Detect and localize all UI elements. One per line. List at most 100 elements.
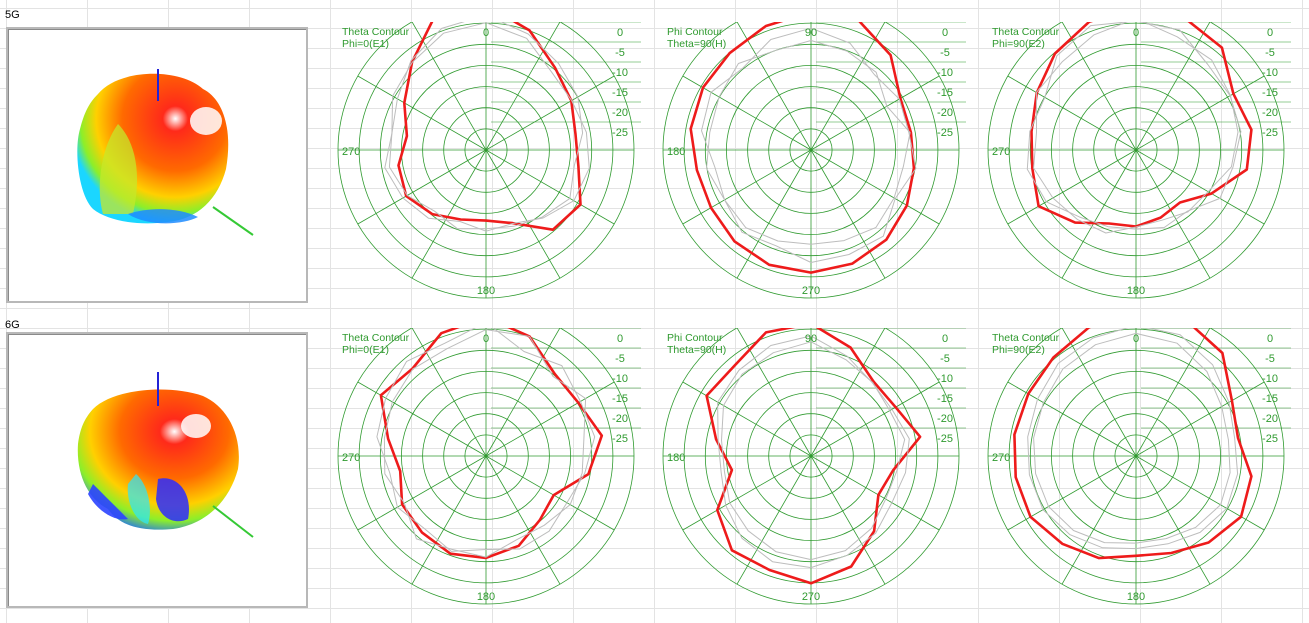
contour-series-main xyxy=(379,328,604,560)
polar-spoke xyxy=(485,455,615,531)
radial-tick-label: 0 xyxy=(942,333,948,345)
polar-chart-6g-phi-theta90: Phi ContourTheta=90(H)9018027050-5-10-15… xyxy=(662,328,966,605)
angle-label-left: 270 xyxy=(992,146,1010,158)
polar-spoke xyxy=(411,455,487,585)
polar-chart-6g-theta-phi90: Theta ContourPhi=90(E2)027018050-5-10-15… xyxy=(987,328,1291,605)
polar-spoke xyxy=(736,455,812,585)
radial-tick-label: -15 xyxy=(937,87,953,99)
chart-subtitle: Phi=90(E2) xyxy=(992,344,1045,356)
contour-series-other xyxy=(383,329,587,558)
polar-spoke xyxy=(1061,149,1137,279)
polar-spoke xyxy=(485,149,615,225)
chart-subtitle: Phi=0(E1) xyxy=(342,344,389,356)
pattern-3d-thumbnail-5g[interactable] xyxy=(6,27,308,303)
3d-radiation-pattern-icon xyxy=(77,372,254,538)
radial-tick-label: -25 xyxy=(612,433,628,445)
radial-tick-label: -15 xyxy=(612,87,628,99)
contour-series-other xyxy=(1026,22,1242,230)
radial-tick-label: -25 xyxy=(1262,433,1278,445)
radial-tick-label: -10 xyxy=(612,373,628,385)
radial-tick-label: 0 xyxy=(1267,27,1273,39)
contour-series-other xyxy=(384,22,590,232)
polar-spoke xyxy=(1007,75,1137,151)
chart-title: Phi Contour xyxy=(667,332,723,344)
radial-tick-label: -20 xyxy=(1262,413,1278,425)
angle-label-left: 270 xyxy=(342,452,360,464)
polar-spoke xyxy=(736,22,812,151)
angle-label-top: 90 xyxy=(805,27,817,39)
polar-spoke xyxy=(1135,75,1265,151)
polar-spoke xyxy=(1135,149,1265,225)
polar-spoke xyxy=(357,381,487,457)
angle-label-bottom: 180 xyxy=(1127,285,1145,297)
polar-spoke xyxy=(810,328,886,457)
polar-spoke xyxy=(1061,328,1137,457)
angle-label-top: 0 xyxy=(1133,333,1139,345)
polar-spoke xyxy=(810,149,886,279)
polar-chart-5g-theta-phi0: Theta ContourPhi=0(E1)027018050-5-10-15-… xyxy=(337,22,641,299)
polar-spoke xyxy=(736,149,812,279)
radial-tick-label: -25 xyxy=(612,127,628,139)
polar-spoke xyxy=(485,149,561,279)
radial-tick-label: -15 xyxy=(937,393,953,405)
angle-label-top: 0 xyxy=(483,27,489,39)
radial-tick-label: -20 xyxy=(1262,107,1278,119)
radial-tick-label: -20 xyxy=(937,413,953,425)
polar-spoke xyxy=(1135,22,1211,151)
radial-tick-label: -10 xyxy=(937,67,953,79)
radial-tick-label: -5 xyxy=(1265,353,1275,365)
angle-label-left: 180 xyxy=(667,452,685,464)
chart-subtitle: Theta=90(H) xyxy=(667,38,726,50)
chart-title: Theta Contour xyxy=(992,26,1060,38)
radial-tick-label: -25 xyxy=(1262,127,1278,139)
polar-spoke xyxy=(411,149,487,279)
polar-spoke xyxy=(736,328,812,457)
polar-spoke xyxy=(485,455,561,585)
polar-spoke xyxy=(810,75,940,151)
polar-spoke xyxy=(810,455,940,531)
angle-label-top: 0 xyxy=(1133,27,1139,39)
polar-spoke xyxy=(1135,381,1265,457)
radial-tick-label: -20 xyxy=(612,107,628,119)
polar-spoke xyxy=(1007,381,1137,457)
polar-spoke xyxy=(1135,328,1211,457)
angle-label-left: 270 xyxy=(342,146,360,158)
chart-title: Phi Contour xyxy=(667,26,723,38)
contour-series-other xyxy=(1033,332,1231,544)
polar-spoke xyxy=(411,22,487,151)
polar-spoke xyxy=(1135,455,1265,531)
radial-tick-label: -5 xyxy=(940,47,950,59)
radial-tick-label: 0 xyxy=(617,333,623,345)
polar-spoke xyxy=(1135,455,1211,585)
angle-label-bottom: 180 xyxy=(1127,591,1145,603)
radial-tick-label: -10 xyxy=(1262,67,1278,79)
polar-chart-6g-theta-phi0: Theta ContourPhi=0(E1)027018050-5-10-15-… xyxy=(337,328,641,605)
polar-spoke xyxy=(682,455,812,531)
polar-chart-5g-phi-theta90: Phi ContourTheta=90(H)9018027050-5-10-15… xyxy=(662,22,966,299)
angle-label-top: 90 xyxy=(805,333,817,345)
polar-spoke xyxy=(1007,149,1137,225)
angle-label-left: 270 xyxy=(992,452,1010,464)
chart-subtitle: Phi=90(E2) xyxy=(992,38,1045,50)
radial-tick-label: -5 xyxy=(940,353,950,365)
polar-spoke xyxy=(682,381,812,457)
contour-series-other xyxy=(717,335,910,569)
pattern-3d-thumbnail-6g[interactable] xyxy=(6,332,308,608)
radial-tick-label: 0 xyxy=(617,27,623,39)
polar-spoke xyxy=(485,75,615,151)
polar-spoke xyxy=(357,455,487,531)
chart-title: Theta Contour xyxy=(992,332,1060,344)
polar-spoke xyxy=(485,381,615,457)
radial-tick-label: -20 xyxy=(612,413,628,425)
angle-label-bottom: 180 xyxy=(477,591,495,603)
polar-spoke xyxy=(485,328,561,457)
3d-radiation-pattern-icon xyxy=(77,69,254,236)
radial-tick-label: -25 xyxy=(937,127,953,139)
contour-series-main xyxy=(705,328,922,585)
polar-spoke xyxy=(411,328,487,457)
angle-label-left: 180 xyxy=(667,146,685,158)
polar-spoke xyxy=(810,22,886,151)
radial-tick-label: -25 xyxy=(937,433,953,445)
chart-subtitle: Phi=0(E1) xyxy=(342,38,389,50)
band-label-6g: 6G xyxy=(5,319,20,331)
